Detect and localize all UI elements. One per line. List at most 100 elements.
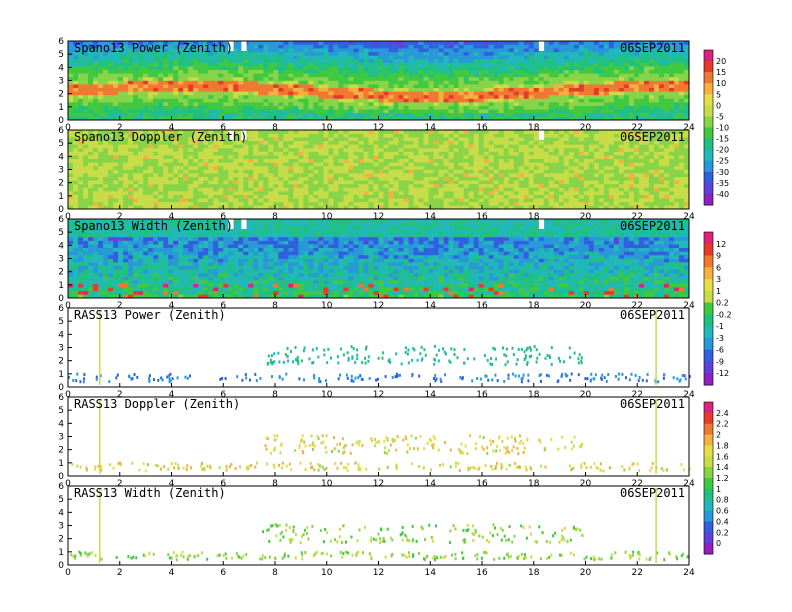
- heat-cell: [353, 162, 359, 167]
- heat-cell: [108, 140, 114, 145]
- heat-cell: [108, 155, 114, 160]
- heat-cell: [418, 66, 424, 71]
- heat-cell: [528, 91, 535, 96]
- heat-cell: [138, 140, 144, 145]
- heat-cell: [363, 109, 369, 114]
- heat-cell: [433, 84, 439, 88]
- heat-cell: [213, 44, 219, 49]
- heat-cell: [303, 44, 309, 49]
- heat-cell: [133, 169, 139, 174]
- heat-cell: [393, 147, 399, 152]
- heat-cell: [533, 147, 540, 152]
- heat-cell: [583, 109, 590, 114]
- heat-cell: [398, 133, 404, 138]
- heat-cell: [503, 87, 510, 92]
- heat-cell: [98, 155, 104, 160]
- heat-cell: [218, 194, 224, 199]
- heat-cell: [453, 198, 459, 203]
- heat-cell: [183, 176, 189, 181]
- heat-cell: [188, 109, 194, 114]
- heat-cell: [428, 180, 434, 185]
- heat-cell: [473, 165, 479, 170]
- heat-cell: [453, 187, 459, 192]
- heat-cell: [548, 191, 555, 195]
- heat-cell: [378, 76, 384, 81]
- heat-cell: [163, 48, 169, 53]
- heat-cell: [298, 201, 304, 206]
- heat-cell: [483, 112, 489, 117]
- heat-cell: [343, 109, 349, 114]
- heat-cell: [393, 165, 399, 170]
- heat-cell: [283, 173, 289, 177]
- heat-cell: [138, 116, 144, 121]
- heat-cell: [198, 91, 204, 96]
- heat-cell: [488, 140, 494, 145]
- heat-cell: [343, 116, 349, 121]
- heat-cell: [213, 105, 219, 110]
- heat-cell: [538, 158, 545, 163]
- heat-cell: [393, 187, 399, 192]
- heat-cell: [478, 98, 484, 103]
- heat-cell: [243, 102, 249, 106]
- heat-cell: [243, 176, 249, 181]
- heat-cell: [163, 151, 169, 156]
- heat-cell: [448, 151, 454, 156]
- heat-cell: [313, 198, 319, 203]
- heat-cell: [158, 133, 164, 138]
- heat-cell: [78, 109, 84, 114]
- heat-cell: [333, 205, 339, 210]
- heat-cell: [203, 155, 209, 160]
- heat-cell: [343, 51, 349, 56]
- heat-cell: [558, 191, 565, 195]
- heat-cell: [493, 105, 499, 110]
- heat-cell: [188, 58, 194, 63]
- heat-cell: [478, 44, 484, 49]
- heat-cell: [138, 165, 144, 170]
- heat-cell: [188, 140, 194, 145]
- heat-cell: [163, 191, 169, 195]
- heat-cell: [163, 62, 169, 67]
- heat-cell: [348, 44, 354, 49]
- heat-cell: [228, 194, 234, 199]
- heat-cell: [278, 205, 284, 210]
- heat-cell: [463, 94, 469, 99]
- heat-cell: [353, 116, 359, 121]
- heat-cell: [153, 180, 159, 185]
- heat-cell: [118, 84, 124, 88]
- heat-cell: [408, 87, 414, 92]
- heat-cell: [413, 147, 419, 152]
- heat-cell: [168, 183, 174, 188]
- heat-cell: [528, 51, 535, 56]
- heat-cell: [123, 62, 129, 67]
- heat-cell: [68, 66, 74, 71]
- heat-cell: [283, 55, 289, 60]
- heat-cell: [528, 66, 535, 71]
- heat-cell: [253, 76, 259, 81]
- heat-cell: [293, 69, 299, 74]
- heat-cell: [303, 176, 309, 181]
- heat-cell: [473, 87, 479, 92]
- heat-cell: [93, 41, 99, 45]
- heat-cell: [238, 112, 244, 117]
- heat-cell: [413, 151, 419, 156]
- heat-cell: [438, 94, 444, 99]
- heat-cell: [443, 194, 449, 199]
- heat-cell: [483, 191, 489, 195]
- heat-cell: [143, 194, 149, 199]
- heat-cell: [153, 165, 159, 170]
- heat-cell: [398, 51, 404, 56]
- heat-cell: [448, 62, 454, 67]
- heat-cell: [463, 180, 469, 185]
- heat-cell: [248, 180, 254, 185]
- heat-cell: [103, 94, 109, 99]
- heat-cell: [443, 144, 449, 149]
- heat-cell: [403, 91, 409, 96]
- heat-cell: [298, 147, 304, 152]
- heat-cell: [213, 102, 219, 106]
- heat-cell: [183, 169, 189, 174]
- heat-cell: [223, 66, 229, 71]
- heat-cell: [628, 48, 635, 53]
- heat-cell: [283, 147, 289, 152]
- heat-cell: [528, 198, 535, 203]
- heat-cell: [563, 158, 570, 163]
